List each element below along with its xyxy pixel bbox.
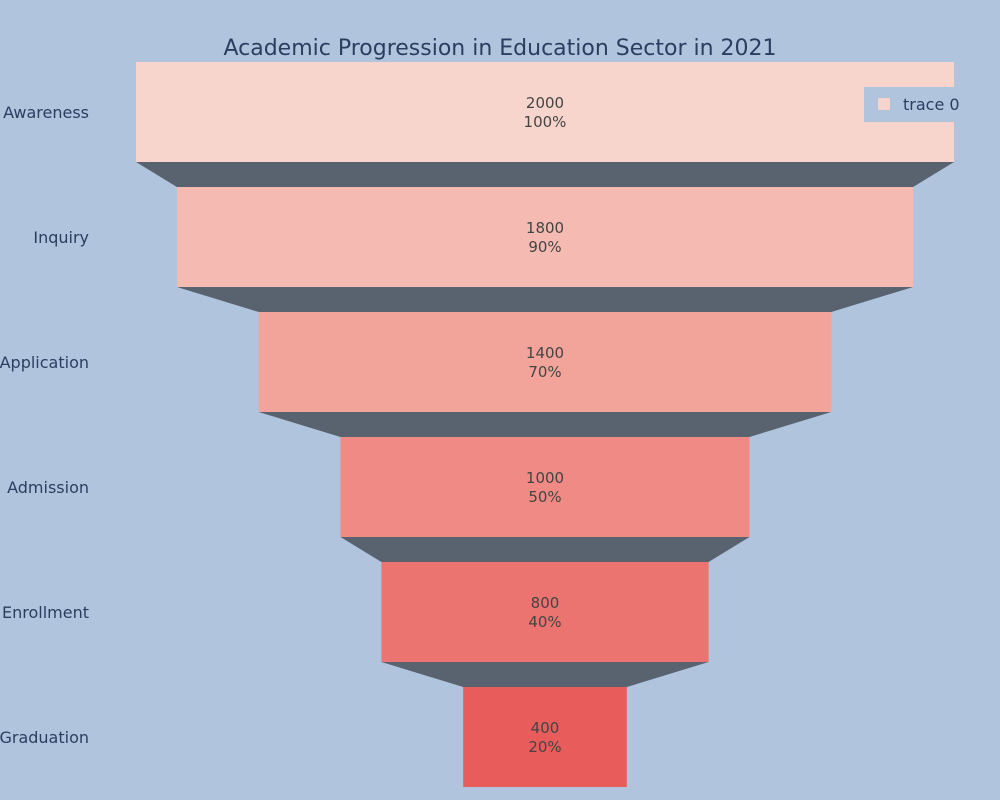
funnel-bar-application[interactable]	[258, 312, 832, 412]
stage-tick-label: Inquiry	[33, 228, 89, 247]
bar-percent-label: 50%	[528, 488, 561, 506]
bar-percent-label: 90%	[528, 238, 561, 256]
funnel-bar-admission[interactable]	[340, 437, 750, 537]
bar-value-label: 1800	[526, 219, 564, 237]
bar-value-label: 1000	[526, 469, 564, 487]
bar-value-label: 800	[531, 594, 560, 612]
funnel-connector-enrollment	[381, 662, 709, 687]
funnel-bar-enrollment[interactable]	[381, 562, 709, 662]
stage-tick-label: Awareness	[3, 103, 89, 122]
stage-tick-label: Application	[0, 353, 89, 372]
chart-title: Academic Progression in Education Sector…	[223, 36, 776, 61]
legend-entry-label: trace 0	[903, 95, 960, 114]
bar-value-label: 400	[531, 719, 560, 737]
funnel-bar-awareness[interactable]	[136, 62, 954, 162]
bar-percent-label: 70%	[528, 363, 561, 381]
bar-percent-label: 40%	[528, 613, 561, 631]
funnel-connector-application	[258, 412, 832, 437]
bar-percent-label: 20%	[528, 738, 561, 756]
bar-value-label: 2000	[526, 94, 564, 112]
stage-tick-label: Admission	[7, 478, 89, 497]
legend-swatch	[878, 98, 890, 110]
bar-percent-label: 100%	[524, 113, 567, 131]
funnel-bar-graduation[interactable]	[463, 687, 627, 787]
bar-value-label: 1400	[526, 344, 564, 362]
stage-tick-label: Graduation	[0, 728, 89, 747]
legend[interactable]: trace 0	[864, 87, 960, 122]
funnel-connector-inquiry	[176, 287, 914, 312]
funnel-connector-awareness	[136, 162, 954, 187]
stage-tick-label: Enrollment	[2, 603, 89, 622]
funnel-connector-admission	[340, 537, 750, 562]
funnel-bar-inquiry[interactable]	[176, 187, 914, 287]
